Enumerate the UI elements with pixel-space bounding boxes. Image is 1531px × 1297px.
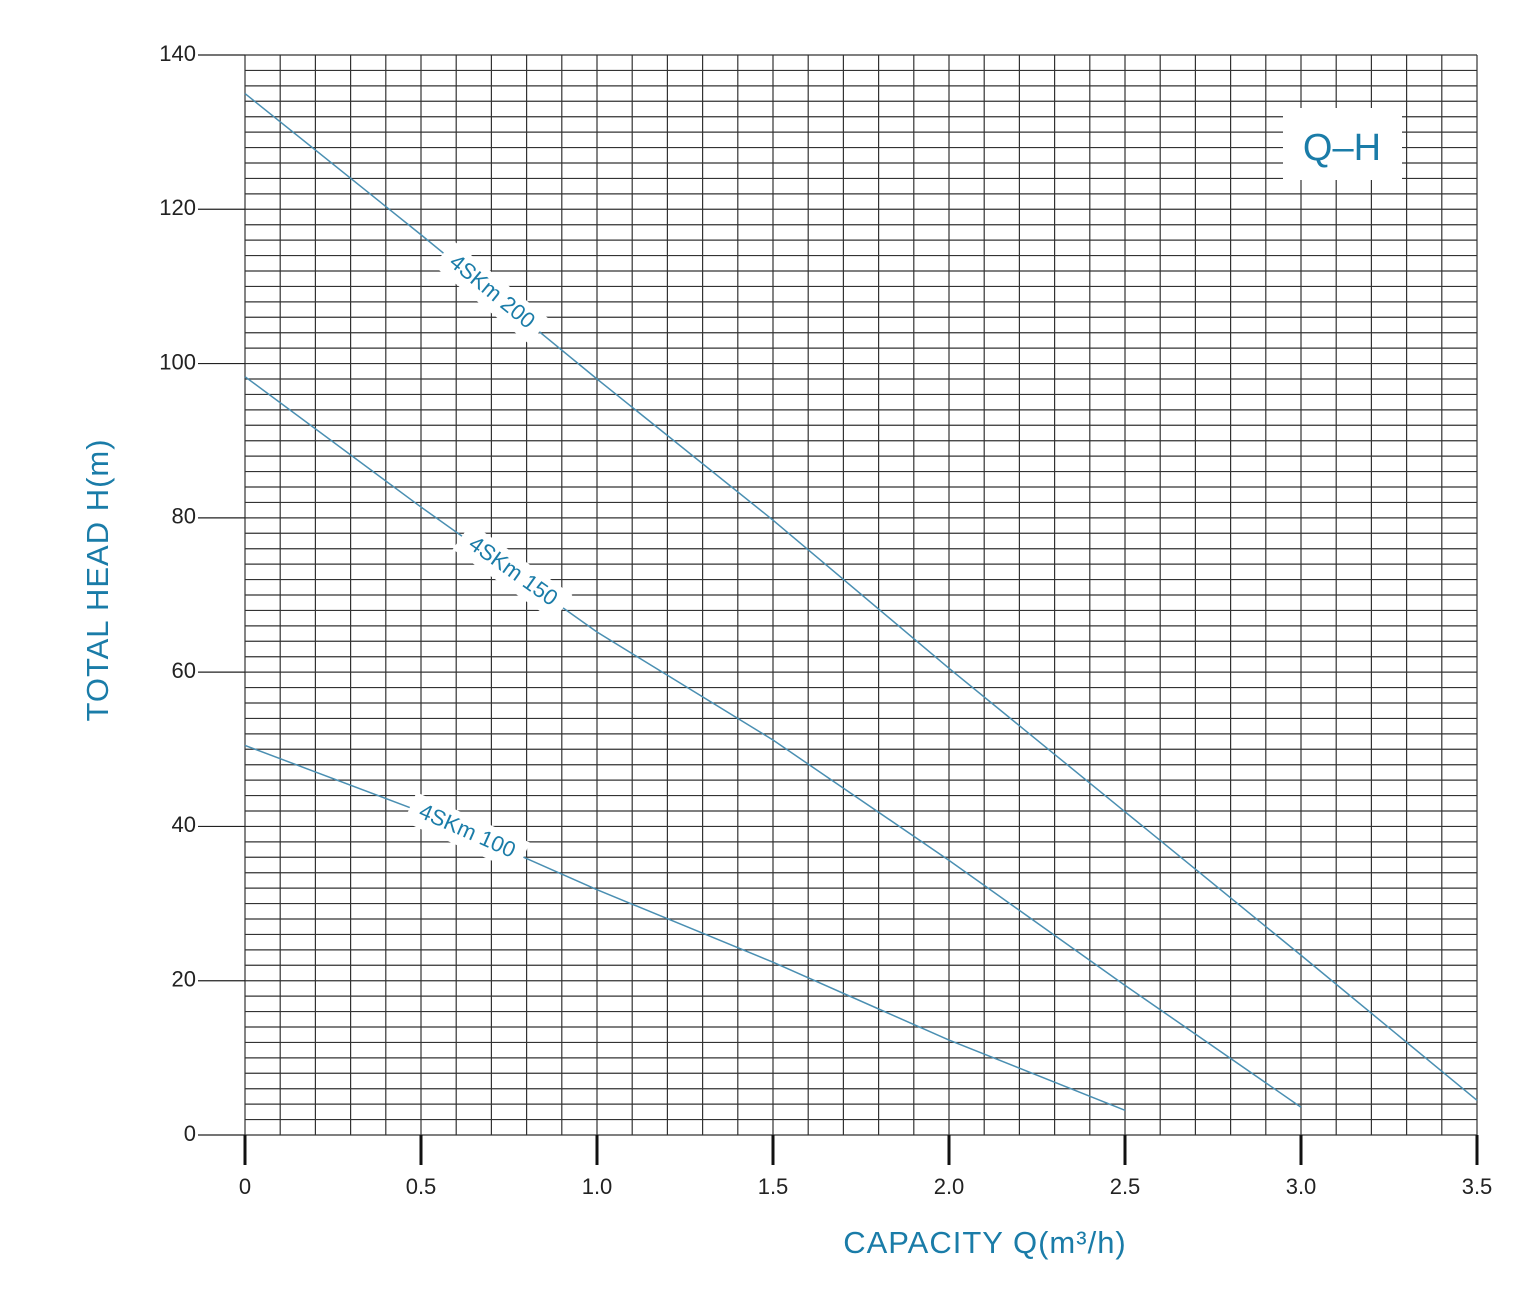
y-tick-label: 20 bbox=[172, 967, 196, 992]
y-tick-label: 0 bbox=[184, 1121, 196, 1146]
annotation-box bbox=[1283, 108, 1402, 180]
annotation: Q–H bbox=[1303, 127, 1381, 169]
x-tick-label: 2.0 bbox=[934, 1174, 965, 1199]
series-line bbox=[244, 744, 1126, 1112]
y-tick-label: 100 bbox=[159, 349, 196, 374]
series-label-bg bbox=[452, 523, 573, 621]
x-tick-label: 2.5 bbox=[1110, 1174, 1141, 1199]
y-axis-title: TOTAL HEAD H(m) bbox=[80, 438, 115, 721]
x-tick-label: 0.5 bbox=[406, 1174, 437, 1199]
x-tick-label: 1.5 bbox=[758, 1174, 789, 1199]
series-label-bg bbox=[433, 240, 550, 345]
x-tick-label: 0 bbox=[239, 1174, 251, 1199]
y-tick-label: 140 bbox=[159, 41, 196, 66]
y-tick-label: 120 bbox=[159, 195, 196, 220]
series-label-bg bbox=[403, 792, 530, 872]
x-tick-label: 1.0 bbox=[582, 1174, 613, 1199]
y-tick-label: 80 bbox=[172, 504, 196, 529]
y-tick-label: 40 bbox=[172, 812, 196, 837]
x-axis-title: CAPACITY Q(m³/h) bbox=[843, 1225, 1127, 1260]
y-tick-label: 60 bbox=[172, 658, 196, 683]
series-line bbox=[244, 376, 1302, 1108]
x-tick-label: 3.5 bbox=[1462, 1174, 1493, 1199]
x-tick-label: 3.0 bbox=[1286, 1174, 1317, 1199]
